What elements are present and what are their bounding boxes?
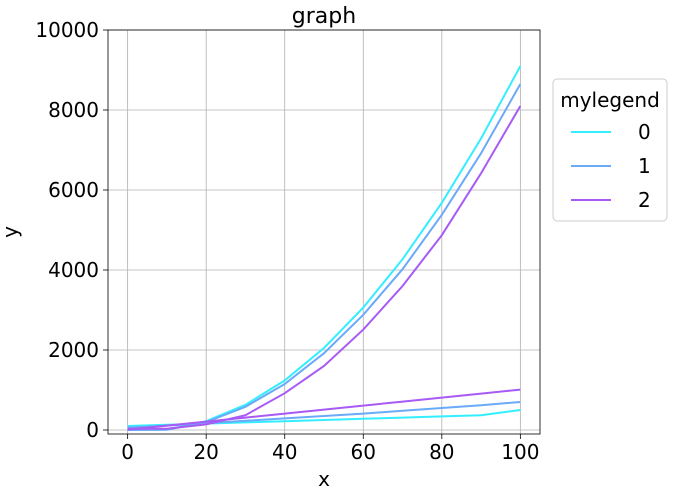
legend-entry-2: 2 [571, 188, 651, 212]
legend-label: 1 [638, 154, 651, 178]
y-tick-label: 10000 [35, 18, 99, 42]
y-tick-label: 8000 [48, 98, 99, 122]
legend-entry-0: 0 [571, 120, 651, 144]
chart-title: graph [292, 4, 356, 29]
series-2-line-2 [127, 388, 521, 431]
y-tick-label: 6000 [48, 178, 99, 202]
x-tick-label: 20 [193, 440, 218, 464]
y-tick-label: 4000 [48, 258, 99, 282]
legend-title: mylegend [560, 88, 660, 112]
x-tick-label: 80 [429, 440, 454, 464]
legend: mylegend 0 1 2 [552, 78, 668, 222]
plot-area-frame [107, 29, 541, 435]
x-axis-label: x [318, 467, 330, 489]
series-1-line-1 [127, 83, 522, 431]
x-tick-label: 40 [272, 440, 297, 464]
y-tick-label: 2000 [48, 338, 99, 362]
legend-label: 0 [638, 120, 651, 144]
y-axis-label: y [0, 226, 22, 238]
series-2-line-1 [127, 105, 522, 430]
legend-label: 2 [638, 188, 651, 212]
legend-box [552, 78, 668, 222]
series-0-line-1 [127, 65, 522, 431]
x-tick-label: 0 [121, 440, 134, 464]
y-tick-label: 0 [86, 418, 99, 442]
x-tick-label: 100 [501, 440, 539, 464]
series-1-line-2 [127, 401, 521, 429]
legend-entry-1: 1 [571, 154, 651, 178]
x-tick-label: 60 [351, 440, 376, 464]
